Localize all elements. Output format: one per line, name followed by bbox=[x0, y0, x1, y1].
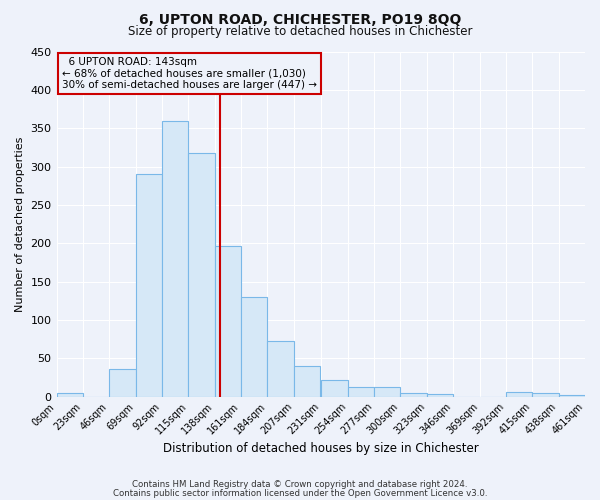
Text: 6, UPTON ROAD, CHICHESTER, PO19 8QQ: 6, UPTON ROAD, CHICHESTER, PO19 8QQ bbox=[139, 12, 461, 26]
Bar bbox=[532, 392, 559, 396]
X-axis label: Distribution of detached houses by size in Chichester: Distribution of detached houses by size … bbox=[163, 442, 479, 455]
Bar bbox=[241, 297, 268, 396]
Bar bbox=[215, 246, 241, 396]
Bar bbox=[136, 174, 162, 396]
Bar bbox=[188, 154, 215, 396]
Bar bbox=[374, 388, 400, 396]
Text: 6 UPTON ROAD: 143sqm  
← 68% of detached houses are smaller (1,030)
30% of semi-: 6 UPTON ROAD: 143sqm ← 68% of detached h… bbox=[62, 57, 317, 90]
Y-axis label: Number of detached properties: Number of detached properties bbox=[15, 136, 25, 312]
Text: Contains public sector information licensed under the Open Government Licence v3: Contains public sector information licen… bbox=[113, 488, 487, 498]
Bar bbox=[162, 120, 188, 396]
Text: Size of property relative to detached houses in Chichester: Size of property relative to detached ho… bbox=[128, 25, 472, 38]
Bar bbox=[268, 342, 294, 396]
Bar bbox=[294, 366, 320, 396]
Bar bbox=[427, 394, 453, 396]
Bar bbox=[322, 380, 348, 396]
Bar bbox=[559, 395, 585, 396]
Bar bbox=[400, 392, 427, 396]
Text: Contains HM Land Registry data © Crown copyright and database right 2024.: Contains HM Land Registry data © Crown c… bbox=[132, 480, 468, 489]
Bar bbox=[348, 386, 374, 396]
Bar bbox=[506, 392, 532, 396]
Bar bbox=[109, 369, 136, 396]
Bar bbox=[56, 392, 83, 396]
